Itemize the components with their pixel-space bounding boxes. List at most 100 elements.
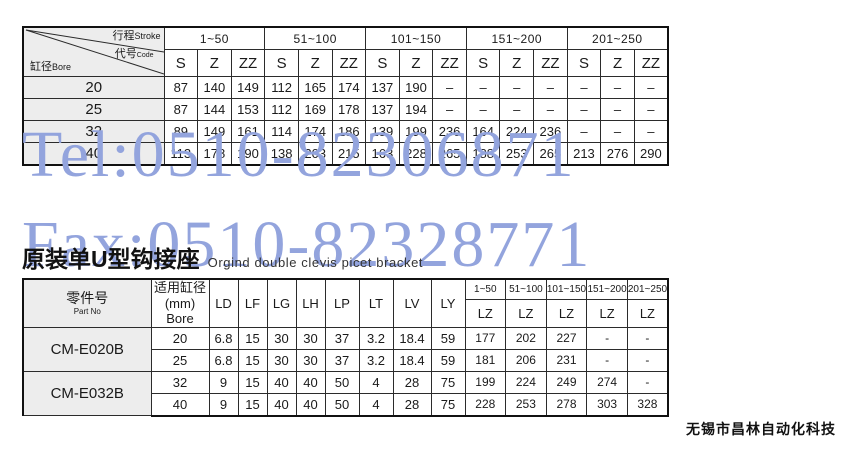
- sub-header-S: S: [163, 49, 199, 77]
- value-cell: 75: [430, 392, 466, 417]
- bore-header: 适用缸径 (mm) Bore: [150, 277, 210, 328]
- value-cell: 87: [163, 98, 199, 121]
- table-row: 25 87 144 153 112 169 178 137 194 – – – …: [22, 98, 669, 121]
- lz-value-cell: 231: [545, 348, 588, 372]
- value-cell: 253: [499, 142, 535, 166]
- value-cell: 276: [600, 142, 635, 166]
- value-cell: –: [499, 98, 535, 121]
- lz-header: LZ: [505, 298, 547, 328]
- sub-header-ZZ: ZZ: [230, 49, 266, 77]
- section-heading-cn: 原装单U型钩接座: [22, 246, 200, 272]
- value-cell: 140: [197, 76, 232, 99]
- part-no-cell: CM-E020B: [22, 326, 152, 372]
- value-cell: 59: [430, 348, 466, 372]
- value-cell: 165: [297, 76, 333, 99]
- bore-label: 32: [22, 120, 165, 143]
- table-row: 25 6.8 15 30 30 37 3.2 18.4 59 181 206 2…: [23, 348, 669, 372]
- value-cell: –: [465, 76, 501, 99]
- bore-header-line1: 适用缸径: [153, 280, 206, 295]
- lz-value-cell: 228: [464, 392, 507, 417]
- value-cell: 30: [295, 326, 326, 350]
- value-cell: 37: [324, 326, 360, 350]
- lz-value-cell: -: [626, 326, 669, 350]
- dim-header-LV: LV: [392, 277, 432, 328]
- value-cell: 236: [533, 120, 568, 143]
- table-two-header-row-bottom: LZ LZ LZ LZ LZ: [23, 298, 669, 328]
- stroke-group-header: 51~100: [264, 26, 367, 50]
- value-cell: 6.8: [208, 348, 239, 372]
- value-cell: 174: [297, 120, 333, 143]
- value-cell: –: [633, 98, 669, 121]
- value-cell: 28: [392, 370, 432, 394]
- value-cell: 144: [197, 98, 232, 121]
- value-cell: 50: [324, 392, 360, 417]
- table-row: CM-E020B 20 6.8 15 30 30 37 3.2 18.4 59 …: [22, 326, 669, 372]
- value-cell: 40: [295, 392, 326, 417]
- value-cell: 30: [266, 348, 297, 372]
- lz-value-cell: 253: [505, 392, 547, 417]
- lz-header: LZ: [464, 298, 507, 328]
- bore-label: 20: [22, 76, 165, 99]
- dim-header-LY: LY: [430, 277, 466, 328]
- stroke-group-header: 1~50: [464, 277, 507, 300]
- sub-header-Z: Z: [600, 49, 635, 77]
- sub-header-S: S: [365, 49, 400, 77]
- table-row: CM-E032B 32 9 15 40 40 50 4 28 75 199 22…: [22, 370, 669, 417]
- value-cell: 50: [324, 370, 360, 394]
- part-no-header-cn: 零件号: [66, 290, 109, 307]
- value-cell: 194: [398, 98, 434, 121]
- value-cell: 199: [398, 120, 434, 143]
- stroke-group-header: 201~250: [566, 26, 669, 50]
- value-cell: 178: [197, 142, 232, 166]
- sub-header-Z: Z: [297, 49, 333, 77]
- dim-header-LG: LG: [266, 277, 297, 328]
- value-cell: 188: [465, 142, 501, 166]
- table-two-header-row-top: 零件号 Part No 适用缸径 (mm) Bore LD LF LG LH L…: [22, 277, 669, 328]
- lz-value-cell: 177: [464, 326, 507, 350]
- stroke-group-header: 101~150: [365, 26, 467, 50]
- stroke-group-header: 51~100: [505, 277, 547, 300]
- dim-header-LH: LH: [295, 277, 326, 328]
- value-cell: 149: [230, 76, 266, 99]
- lz-value-cell: -: [626, 348, 669, 372]
- dim-header-LD: LD: [208, 277, 239, 328]
- lz-header: LZ: [626, 298, 669, 328]
- table-one-group-header-row: 行程Stroke 代号Code 缸径Bore 1~50 51~100 101~1…: [22, 26, 669, 77]
- part-no-header-en: Part No: [73, 307, 101, 317]
- value-cell: 139: [365, 120, 400, 143]
- part-no-header: 零件号 Part No: [22, 277, 152, 328]
- company-name-footer: 无锡市昌林自动化科技: [686, 421, 836, 437]
- bore-cell: 40: [150, 392, 210, 417]
- value-cell: –: [566, 76, 602, 99]
- lz-value-cell: 274: [586, 370, 628, 394]
- lz-value-cell: -: [626, 370, 669, 394]
- sub-header-ZZ: ZZ: [331, 49, 367, 77]
- value-cell: –: [432, 98, 467, 121]
- lz-value-cell: 224: [505, 370, 547, 394]
- value-cell: 18.4: [392, 326, 432, 350]
- sub-header-S: S: [566, 49, 602, 77]
- value-cell: 4: [358, 392, 394, 417]
- stroke-group-header: 151~200: [586, 277, 628, 300]
- stroke-dimension-table: 行程Stroke 代号Code 缸径Bore 1~50 51~100 101~1…: [22, 26, 669, 166]
- dim-header-LP: LP: [324, 277, 360, 328]
- value-cell: 265: [432, 142, 467, 166]
- value-cell: 15: [237, 326, 268, 350]
- value-cell: –: [432, 76, 467, 99]
- value-cell: 18.4: [392, 348, 432, 372]
- value-cell: 40: [266, 392, 297, 417]
- corner-label-code: 代号Code: [114, 48, 154, 60]
- sub-header-ZZ: ZZ: [533, 49, 568, 77]
- value-cell: 138: [264, 142, 299, 166]
- part-no-cell: CM-E032B: [22, 370, 152, 417]
- lz-value-cell: 227: [545, 326, 588, 350]
- value-cell: 169: [297, 98, 333, 121]
- sub-header-S: S: [264, 49, 299, 77]
- stroke-group-header: 151~200: [465, 26, 568, 50]
- value-cell: 163: [365, 142, 400, 166]
- sub-header-Z: Z: [197, 49, 232, 77]
- value-cell: 153: [230, 98, 266, 121]
- corner-label-bore: 缸径Bore: [30, 61, 72, 73]
- value-cell: 164: [465, 120, 501, 143]
- value-cell: 236: [432, 120, 467, 143]
